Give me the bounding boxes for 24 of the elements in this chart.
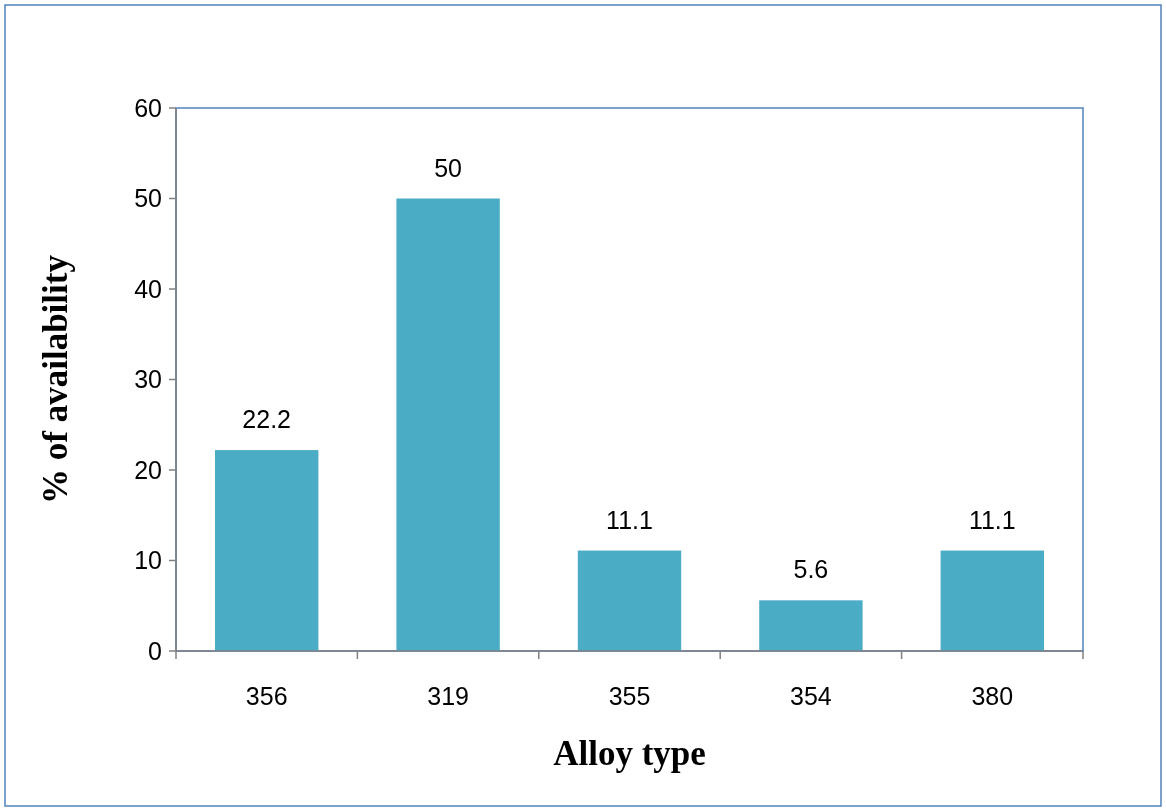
data-label: 11.1 bbox=[606, 505, 653, 534]
y-tick-label: 40 bbox=[134, 274, 162, 303]
y-axis-title: % of availability bbox=[36, 254, 75, 504]
x-tick-label: 355 bbox=[608, 682, 651, 710]
data-label: 5.6 bbox=[793, 555, 829, 584]
x-tick-label: 354 bbox=[790, 682, 832, 710]
data-label: 11.1 bbox=[968, 505, 1016, 534]
x-tick-label: 356 bbox=[245, 682, 288, 710]
bar bbox=[396, 198, 500, 651]
y-tick-label: 50 bbox=[134, 184, 162, 213]
bar bbox=[577, 550, 682, 651]
x-tick-label: 319 bbox=[427, 682, 469, 710]
data-label: 50 bbox=[434, 153, 463, 182]
data-label: 22.2 bbox=[242, 405, 292, 434]
y-tick-label: 20 bbox=[134, 455, 162, 484]
y-tick-label: 0 bbox=[148, 636, 162, 665]
bar bbox=[215, 450, 319, 651]
bar bbox=[940, 550, 1044, 651]
y-tick-label: 60 bbox=[134, 93, 162, 122]
y-tick-label: 10 bbox=[134, 546, 162, 575]
bar bbox=[759, 600, 863, 651]
x-tick-label: 380 bbox=[971, 682, 1014, 710]
y-tick-label: 30 bbox=[134, 365, 162, 394]
x-axis-title: Alloy type bbox=[553, 734, 706, 773]
